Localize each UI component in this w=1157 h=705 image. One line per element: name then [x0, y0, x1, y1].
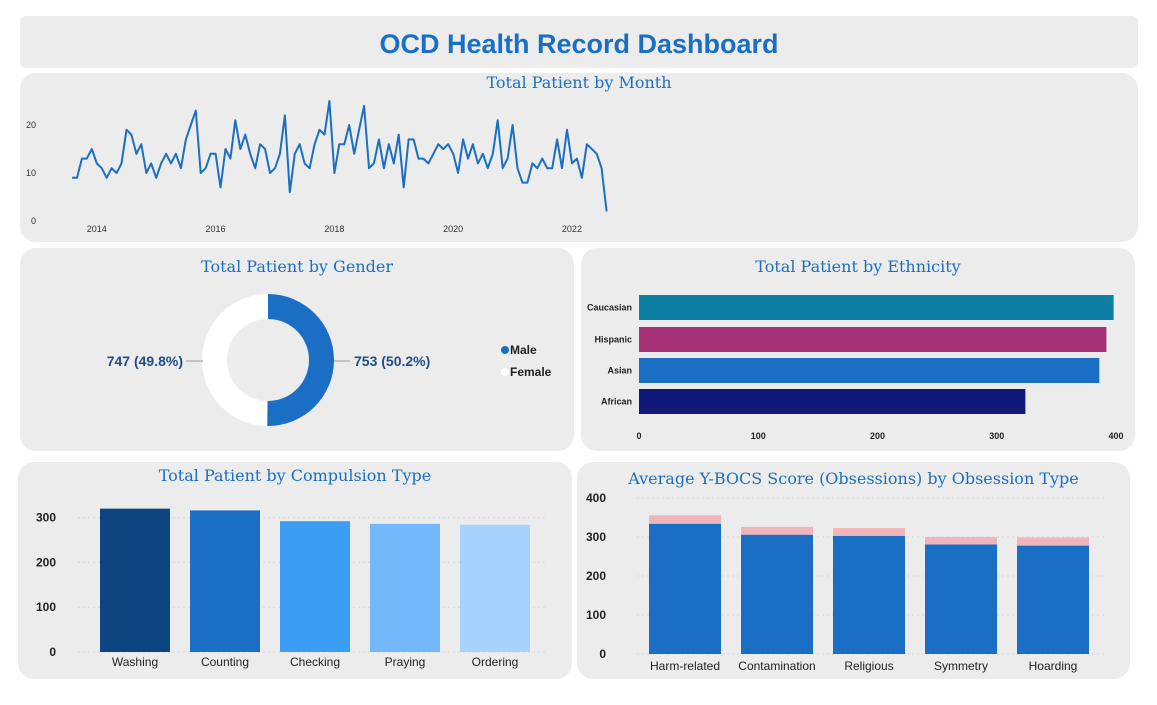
y-tick-label: 200	[36, 555, 56, 569]
category-label-hispanic: Hispanic	[594, 335, 632, 345]
bar-washing	[100, 508, 170, 652]
x-tick-label: 2014	[87, 224, 107, 234]
dashboard-title: OCD Health Record Dashboard	[379, 29, 779, 59]
bar-main-contamination	[741, 534, 813, 654]
bar-counting	[190, 510, 260, 652]
month-chart-panel: Total Patient by Month 0 10 20 2014 2016 2018…	[20, 73, 1138, 242]
patients-series-line	[72, 100, 608, 212]
category-label-religious: Religious	[844, 659, 893, 673]
ethnicity-chart-title: Total Patient by Ethnicity	[755, 257, 961, 276]
bar-caucasian	[639, 295, 1114, 320]
x-tick-label: 200	[870, 431, 885, 441]
ybocs-chart-title: Average Y-BOCS Score (Obsessions) by Obs…	[628, 469, 1079, 488]
bar-top-hoarding	[1017, 537, 1089, 546]
y-tick-label: 400	[586, 491, 606, 505]
donut-slice-female	[202, 294, 268, 426]
bar-top-symmetry	[925, 537, 997, 545]
legend-marker-female	[501, 368, 509, 376]
y-tick-label: 0	[31, 216, 36, 226]
y-tick-label: 100	[36, 600, 56, 614]
category-label-praying: Praying	[385, 655, 426, 669]
category-label-checking: Checking	[290, 655, 340, 669]
bar-main-symmetry	[925, 544, 997, 654]
category-label-ordering: Ordering	[472, 655, 519, 669]
bar-main-hoarding	[1017, 545, 1089, 654]
ethnicity-chart-panel: Total Patient by Ethnicity Caucasian Hisp…	[581, 248, 1135, 451]
gender-donut-chart: 753 (50.2%) 747 (49.8%) Male Female	[107, 294, 552, 426]
female-value-label: 747 (49.8%)	[107, 353, 183, 369]
bar-asian	[639, 358, 1100, 383]
compulsion-bar-chart: 0 100 200 300 Washing Counting Checking Praying…	[36, 508, 548, 669]
category-label-hoarding: Hoarding	[1029, 659, 1078, 673]
category-label-washing: Washing	[112, 655, 158, 669]
y-tick-label: 0	[599, 647, 606, 661]
legend-label-female: Female	[510, 365, 552, 379]
y-tick-label: 300	[586, 530, 606, 544]
month-line-chart: 0 10 20 2014 2016 2018 2020 2022	[26, 100, 608, 234]
x-tick-label: 0	[636, 431, 641, 441]
x-tick-label: 400	[1108, 431, 1123, 441]
y-tick-label: 200	[586, 569, 606, 583]
y-tick-label: 100	[586, 608, 606, 622]
bar-african	[639, 389, 1026, 414]
x-tick-label: 300	[989, 431, 1004, 441]
bar-ordering	[460, 524, 530, 652]
ybocs-stacked-bar-chart: 0 100 200 300 400 Harm-related Contamination Re…	[586, 491, 1107, 673]
category-label-contamination: Contamination	[738, 659, 815, 673]
bar-top-harm-related	[649, 515, 721, 524]
dashboard-header: OCD Health Record Dashboard	[20, 16, 1138, 68]
category-label-symmetry: Symmetry	[934, 659, 988, 673]
bar-hispanic	[639, 327, 1107, 352]
x-tick-label: 2016	[206, 224, 226, 234]
legend-marker-male	[501, 346, 509, 354]
compulsion-chart-title: Total Patient by Compulsion Type	[158, 466, 432, 485]
bar-main-harm-related	[649, 523, 721, 654]
male-value-label: 753 (50.2%)	[354, 353, 430, 369]
bar-main-religious	[833, 535, 905, 654]
category-label-african: African	[601, 397, 632, 407]
compulsion-chart-panel: Total Patient by Compulsion Type 0 100 200…	[18, 462, 572, 679]
month-chart-title: Total Patient by Month	[486, 73, 672, 92]
x-tick-label: 2022	[562, 224, 582, 234]
ethnicity-bar-chart: Caucasian Hispanic Asian African 0 100 200 300 4…	[587, 295, 1124, 441]
x-tick-label: 2020	[443, 224, 463, 234]
y-tick-label: 20	[26, 120, 36, 130]
legend-label-male: Male	[510, 343, 537, 357]
x-tick-label: 100	[751, 431, 766, 441]
category-label-harm-related: Harm-related	[650, 659, 720, 673]
gender-chart-panel: Total Patient by Gender 753 (50.2%) 747 (…	[20, 248, 574, 451]
bar-checking	[280, 521, 350, 652]
bar-top-religious	[833, 528, 905, 536]
donut-slice-male	[267, 294, 335, 426]
x-tick-label: 2018	[324, 224, 344, 234]
y-tick-label: 10	[26, 168, 36, 178]
y-tick-label: 0	[49, 645, 56, 659]
category-label-asian: Asian	[607, 366, 632, 376]
bar-praying	[370, 523, 440, 652]
y-tick-label: 300	[36, 511, 56, 525]
gender-chart-title: Total Patient by Gender	[201, 257, 393, 276]
bar-top-contamination	[741, 526, 813, 535]
category-label-caucasian: Caucasian	[587, 303, 632, 313]
ybocs-chart-panel: Average Y-BOCS Score (Obsessions) by Obs…	[577, 462, 1130, 679]
category-label-counting: Counting	[201, 655, 249, 669]
